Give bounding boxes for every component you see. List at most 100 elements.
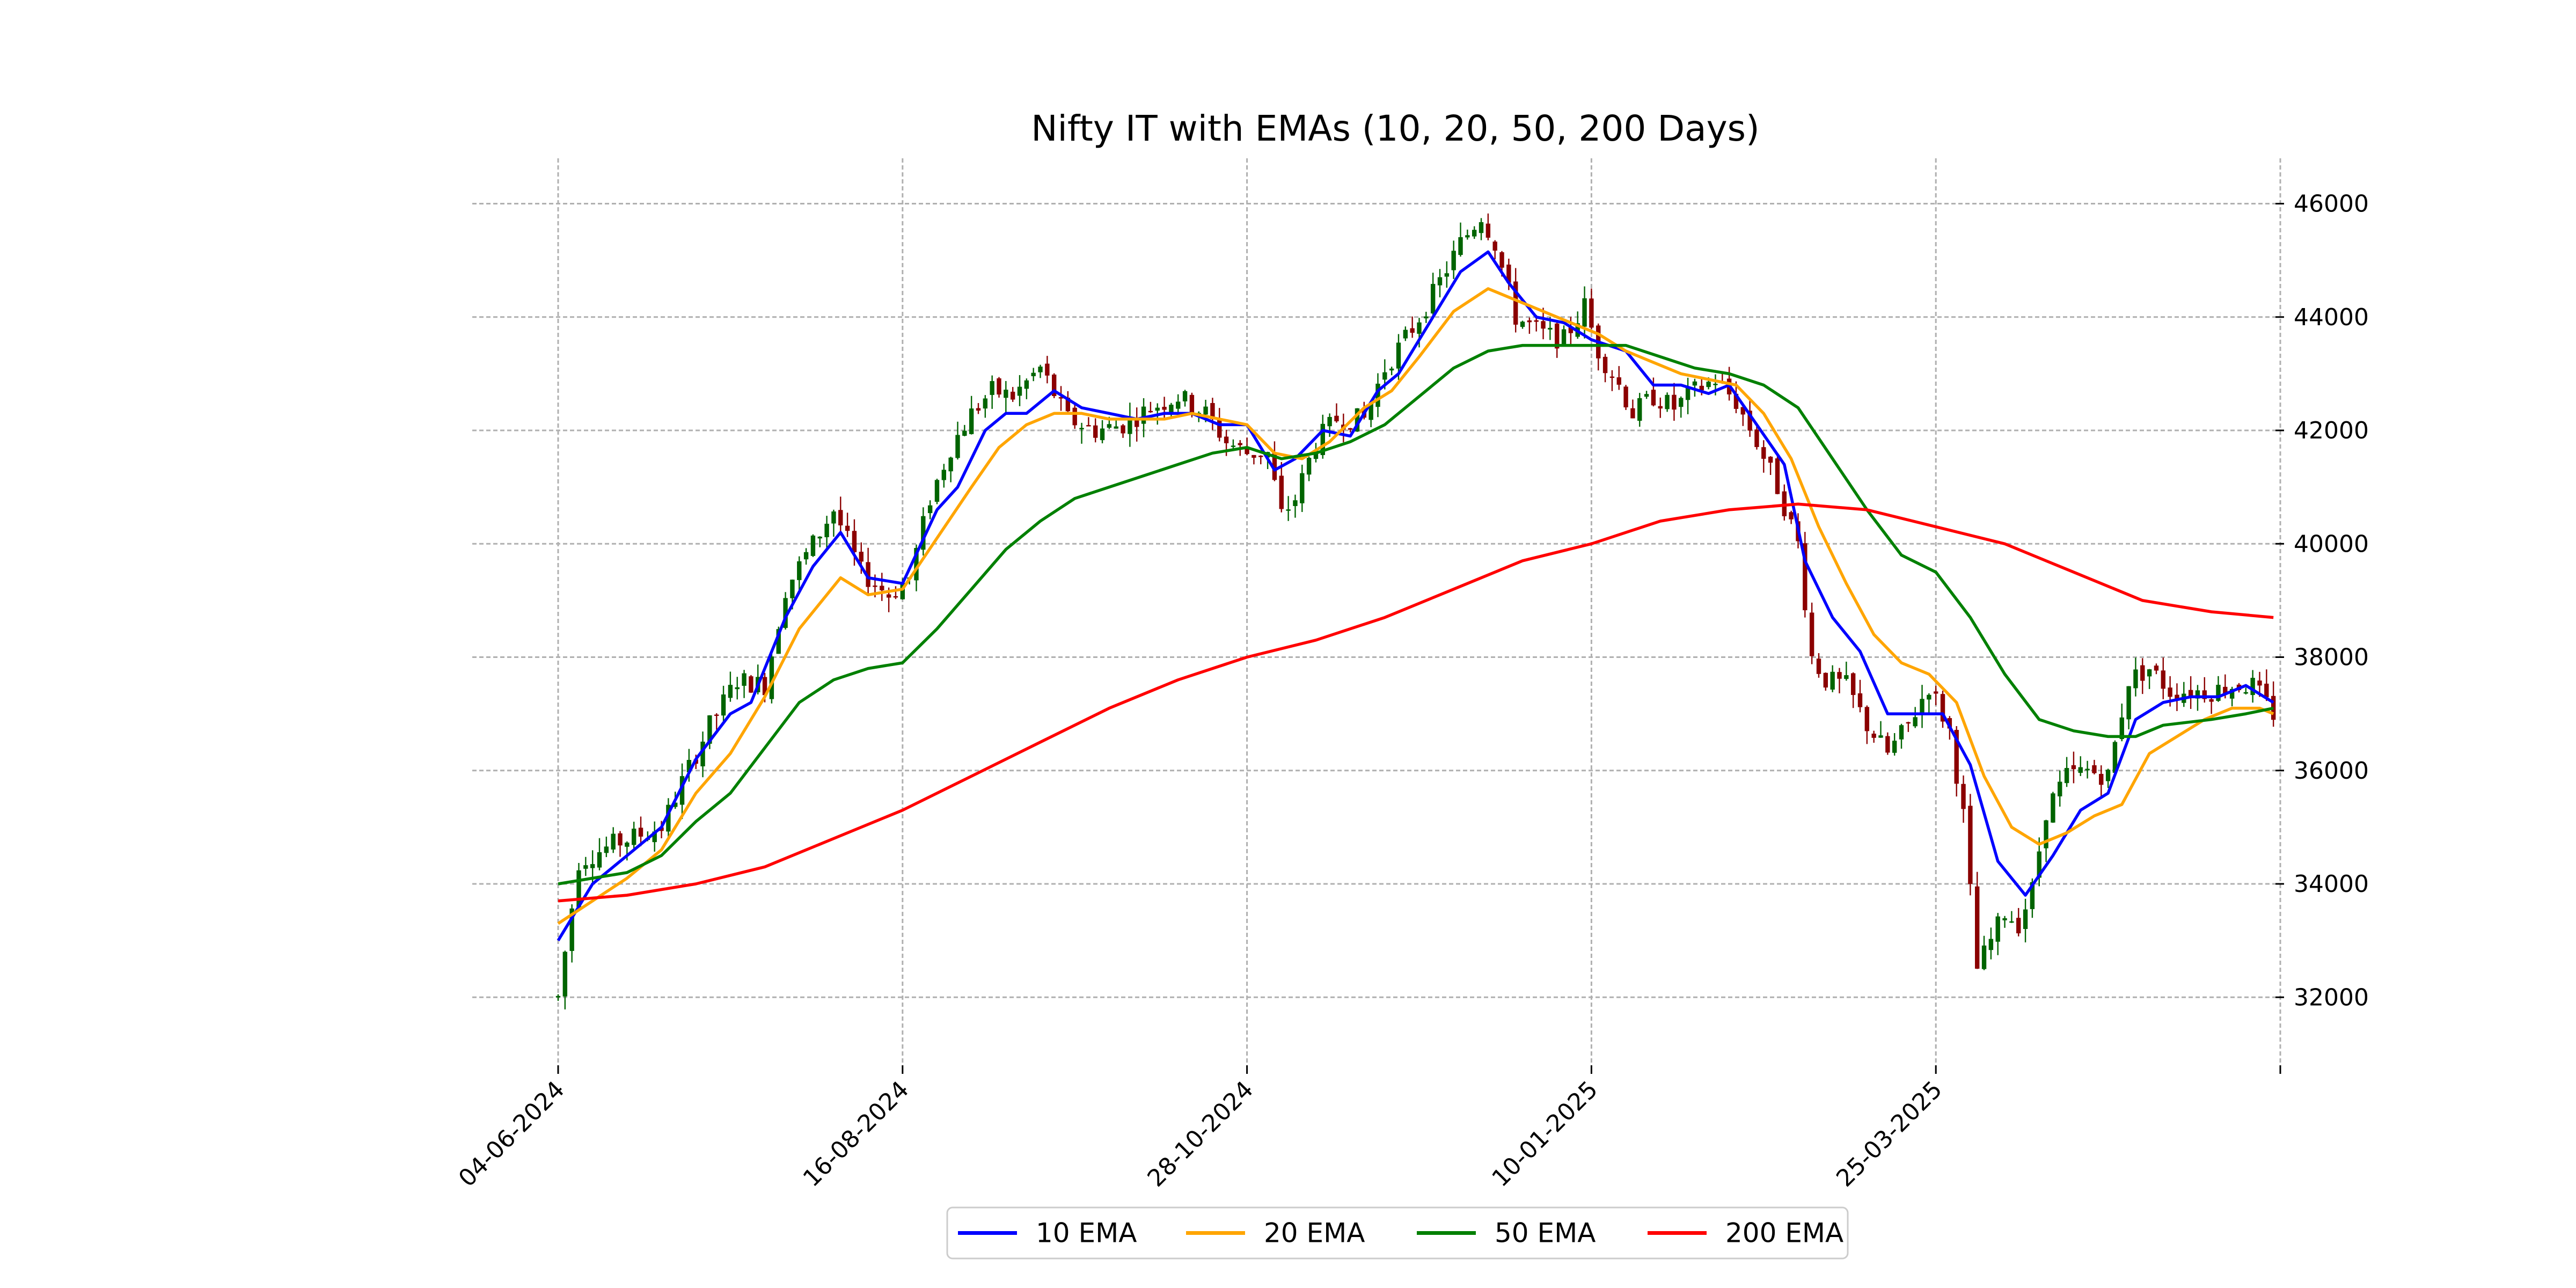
candle-body (1058, 397, 1064, 399)
candle-body (983, 398, 988, 409)
candle (1045, 356, 1050, 384)
candle (1492, 240, 1497, 260)
candle-body (1010, 391, 1015, 400)
candle-body (1182, 391, 1188, 401)
candle-body (962, 430, 967, 436)
candle-body (2099, 774, 2104, 785)
candle-body (1417, 322, 1422, 334)
candle-body (2202, 690, 2207, 699)
candle-body (638, 828, 643, 837)
candle-body (1065, 398, 1071, 412)
candle-body (1403, 330, 1408, 339)
candle (1685, 377, 1690, 414)
candle-body (1210, 402, 1215, 420)
candle (2182, 682, 2186, 707)
legend-box (946, 1206, 1849, 1260)
candle-body (1582, 298, 1587, 327)
candle (1424, 311, 1429, 323)
candle-body (2016, 918, 2021, 934)
candle (1789, 510, 1794, 524)
candle-body (1286, 509, 1291, 511)
candle-body (2188, 690, 2193, 698)
candle-body (1396, 342, 1401, 369)
candle-body (2229, 689, 2235, 699)
candle-body (611, 833, 616, 850)
candle-body (1093, 425, 1098, 438)
candle-body (2030, 882, 2035, 909)
candle-body (1231, 445, 1236, 447)
candle-body (797, 561, 802, 580)
candle-body (1961, 784, 1966, 809)
candle-body (873, 586, 877, 587)
candle (728, 671, 733, 702)
candle (1837, 668, 1842, 693)
candle-body (817, 536, 822, 539)
candle-body (1382, 372, 1387, 380)
candle-body (1272, 452, 1277, 480)
candle-body (1499, 252, 1504, 268)
candle-body (803, 552, 809, 560)
candle (1692, 378, 1697, 397)
candle-body (666, 804, 671, 832)
candle (831, 509, 836, 537)
candle-body (900, 583, 905, 599)
candle (1878, 721, 1883, 738)
candle-body (1189, 394, 1195, 413)
candle (1210, 398, 1215, 430)
candle (1079, 422, 1084, 444)
candle-body (1940, 694, 1945, 722)
candle (2161, 657, 2165, 699)
candle-body (1609, 376, 1615, 378)
chart-title: Nifty IT with EMAs (10, 20, 50, 200 Days… (1031, 108, 1760, 149)
candle (2092, 759, 2097, 774)
candle (597, 838, 602, 870)
candle (1561, 325, 1567, 345)
candle-body (1513, 281, 1518, 325)
candle (659, 821, 664, 839)
candle-body (1850, 673, 1856, 695)
candle (1093, 418, 1098, 443)
candle-body (2154, 665, 2159, 671)
candle-body (1451, 251, 1456, 270)
candle (2016, 908, 2021, 936)
candle-body (1114, 426, 1118, 429)
candle (2105, 769, 2111, 788)
candle (1348, 428, 1353, 433)
candle-body (1837, 672, 1842, 679)
candle-body (1906, 722, 1911, 724)
candle-body (1555, 323, 1560, 349)
candle-body (590, 864, 595, 868)
candle-body (2092, 765, 2097, 773)
candle-body (1733, 393, 1739, 409)
candle (2250, 670, 2255, 703)
candle (735, 677, 740, 700)
candle-body (2071, 765, 2076, 770)
candle (1816, 653, 1821, 678)
candle-body (1176, 401, 1181, 409)
candle (700, 731, 705, 778)
candle-body (1672, 394, 1677, 410)
candle (1747, 398, 1752, 437)
candle (1458, 222, 1463, 257)
candle (1927, 693, 1931, 713)
candle-body (1830, 671, 1835, 690)
candle-body (914, 548, 919, 581)
candle (2271, 681, 2276, 727)
candle (1995, 913, 2000, 955)
ema50-line (558, 343, 2274, 885)
candle (1252, 455, 1256, 465)
candle (1637, 393, 1642, 427)
legend-label: 200 EMA (1725, 1218, 1843, 1249)
candle-body (1045, 363, 1050, 376)
candle-body (1465, 235, 1470, 238)
candle-body (2112, 742, 2118, 773)
candle (2126, 686, 2131, 729)
candle-body (1148, 411, 1153, 413)
candle-body (1086, 425, 1091, 427)
candle (1051, 373, 1057, 398)
candle (686, 749, 692, 782)
candle-body (776, 629, 781, 654)
candle (803, 548, 809, 565)
candle (2202, 677, 2207, 703)
